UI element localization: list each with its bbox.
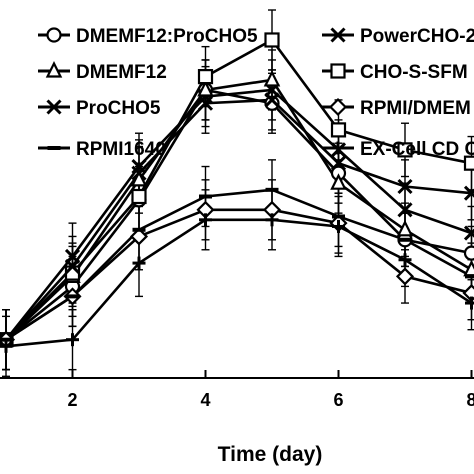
legend-item: RPMI1640 — [38, 139, 166, 160]
square-marker — [197, 69, 214, 85]
legend-label: RPMI/DMEM — [360, 98, 471, 119]
series-lines-layer — [4, 38, 473, 348]
x-marker — [463, 185, 474, 201]
plus-marker — [465, 296, 474, 310]
plus-marker — [199, 213, 212, 227]
x-marker-stroke — [131, 165, 147, 181]
x-marker — [46, 99, 62, 115]
triangle-marker — [463, 259, 474, 277]
x-marker-stroke — [264, 92, 280, 108]
x-marker-stroke — [197, 95, 214, 111]
plus-marker — [331, 141, 345, 155]
triangle-marker — [197, 79, 214, 97]
x-marker — [264, 92, 280, 108]
x-marker — [330, 155, 347, 171]
x-tick-label: 2 — [67, 390, 77, 410]
square-marker — [131, 188, 147, 205]
x-marker-stroke — [46, 99, 62, 115]
diamond-marker — [129, 227, 149, 246]
series-line — [4, 88, 472, 341]
x-axis-label: Time (day) — [218, 443, 323, 466]
triangle-marker — [330, 173, 347, 190]
x-tick-label: 6 — [333, 390, 343, 410]
series-line — [5, 188, 473, 341]
plus-marker — [398, 253, 412, 267]
plus-marker — [332, 219, 345, 233]
plus-marker — [0, 339, 13, 353]
square-marker — [397, 142, 413, 158]
x-marker — [463, 225, 474, 241]
x-tick-label: 4 — [200, 390, 210, 410]
square-marker — [330, 122, 347, 138]
legend-label: PowerCHO-2 — [360, 26, 474, 47]
square-marker — [463, 155, 474, 171]
x-marker-stroke — [64, 258, 81, 274]
legend-label: DMEMF12 — [76, 62, 167, 83]
x-marker-stroke — [330, 27, 346, 43]
x-marker — [64, 258, 81, 274]
square-marker — [330, 63, 346, 79]
plus-marker — [66, 333, 79, 347]
triangle-marker — [263, 69, 281, 87]
legend-item: DMEMF12:ProCHO5 — [38, 26, 258, 47]
legend-label: EX-Cell CD C — [360, 139, 474, 160]
legend-item: ProCHO5 — [38, 98, 161, 119]
triangle-marker — [130, 169, 148, 187]
x-marker — [330, 27, 346, 43]
x-tick-label: 8 — [466, 390, 474, 410]
legend-item: CHO-S-SFM — [322, 62, 468, 83]
x-marker-stroke — [397, 178, 413, 195]
series-line — [5, 88, 472, 341]
markers-layer — [0, 32, 474, 353]
legend: DMEMF12:ProCHO5 PowerCHO-2 DMEMF12 CHO-S-SF… — [38, 26, 474, 160]
diamond-marker — [328, 97, 348, 117]
diamond-marker — [395, 267, 415, 286]
circle-marker — [463, 245, 474, 261]
x-marker-stroke — [397, 202, 413, 218]
legend-label: DMEMF12:ProCHO5 — [76, 26, 258, 47]
x-ticks-layer: 2 4 6 8 — [67, 370, 474, 410]
circle-marker — [264, 95, 280, 111]
plus-marker — [265, 213, 279, 227]
legend-item: DMEMF12 — [38, 61, 167, 83]
x-marker-stroke — [330, 155, 347, 171]
circle-marker — [46, 27, 62, 43]
x-marker-stroke — [463, 188, 474, 201]
legend-label: CHO-S-SFM — [360, 62, 468, 83]
x-marker — [397, 202, 413, 218]
square-marker — [264, 32, 280, 48]
triangle-marker — [396, 219, 414, 237]
series-line — [5, 218, 473, 348]
legend-item: PowerCHO-2 — [322, 26, 474, 47]
x-marker — [131, 165, 147, 181]
series-line — [5, 38, 472, 341]
legend-label: RPMI1640 — [76, 139, 166, 160]
plus-marker — [132, 256, 146, 270]
triangle-marker — [45, 61, 63, 78]
x-marker — [397, 178, 413, 195]
x-marker — [197, 95, 214, 111]
legend-label: ProCHO5 — [76, 98, 161, 119]
series-line — [5, 98, 472, 341]
legend-item: EX-Cell CD C — [322, 139, 474, 160]
x-marker-stroke — [463, 228, 474, 241]
legend-item: RPMI/DMEM — [322, 97, 471, 119]
